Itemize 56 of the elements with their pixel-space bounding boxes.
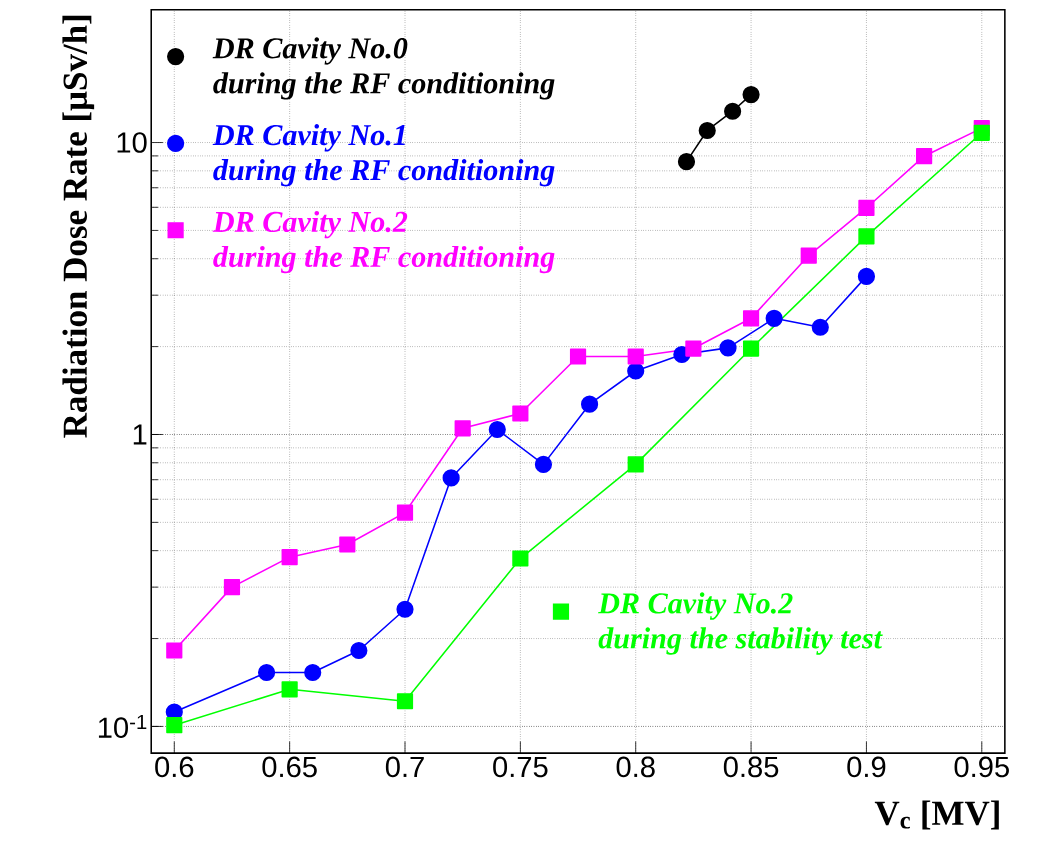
- point: [719, 339, 737, 357]
- point: [698, 121, 716, 139]
- point: [304, 663, 322, 681]
- point: [858, 199, 875, 216]
- point: [857, 267, 876, 285]
- x-tick-label: 0.6: [155, 756, 194, 778]
- point: [627, 362, 645, 380]
- point: [742, 309, 760, 327]
- point: [677, 152, 696, 171]
- point: [339, 536, 356, 553]
- x-tick-label: 0.7: [385, 756, 424, 778]
- point: [281, 681, 298, 698]
- point: [742, 340, 760, 357]
- x-tick-label: 0.85: [723, 756, 779, 778]
- y-tick-label: 10$^{-1}$: [98, 714, 147, 738]
- point: [973, 124, 990, 141]
- point: [916, 147, 933, 165]
- legend-label: DR Cavity No.2 during the stability test: [598, 592, 883, 655]
- point: [512, 550, 529, 567]
- point: [811, 318, 829, 336]
- point: [742, 85, 760, 103]
- point: [569, 348, 587, 365]
- point: [454, 419, 471, 437]
- point: [396, 504, 414, 521]
- y-tick-label: 10: [117, 131, 147, 153]
- point: [858, 228, 875, 245]
- point: [166, 642, 183, 659]
- legend-label: DR Cavity No.1 during the RF conditioning: [212, 123, 555, 187]
- point: [166, 716, 183, 734]
- point: [765, 309, 783, 327]
- point: [257, 663, 276, 681]
- point: [800, 247, 817, 264]
- point: [534, 455, 553, 473]
- y-axis-title: Radiation Dose Rate [μSv/h]: [62, 15, 95, 438]
- x-axis-title: V$_{c}$ [MV]: [874, 800, 999, 830]
- point: [396, 600, 414, 618]
- point: [512, 405, 529, 422]
- point: [350, 641, 368, 659]
- x-tick-label: 0.8: [616, 756, 655, 778]
- point: [281, 548, 298, 566]
- x-tick-label: 0.9: [847, 756, 886, 778]
- legend-label: DR Cavity No.2 during the RF conditioning: [212, 210, 555, 274]
- point: [685, 340, 702, 357]
- point: [627, 456, 644, 473]
- point: [488, 420, 506, 438]
- point: [442, 469, 460, 487]
- point: [223, 578, 241, 596]
- point: [396, 692, 414, 710]
- point: [627, 348, 644, 365]
- y-tick-label: 1: [133, 424, 147, 445]
- point: [580, 395, 599, 413]
- x-tick-label: 0.65: [262, 756, 317, 778]
- x-tick-label: 0.95: [954, 756, 1009, 778]
- point: [724, 102, 742, 120]
- legend-label: DR Cavity No.0 during the RF conditioning: [212, 37, 555, 100]
- x-tick-label: 0.75: [493, 756, 548, 778]
